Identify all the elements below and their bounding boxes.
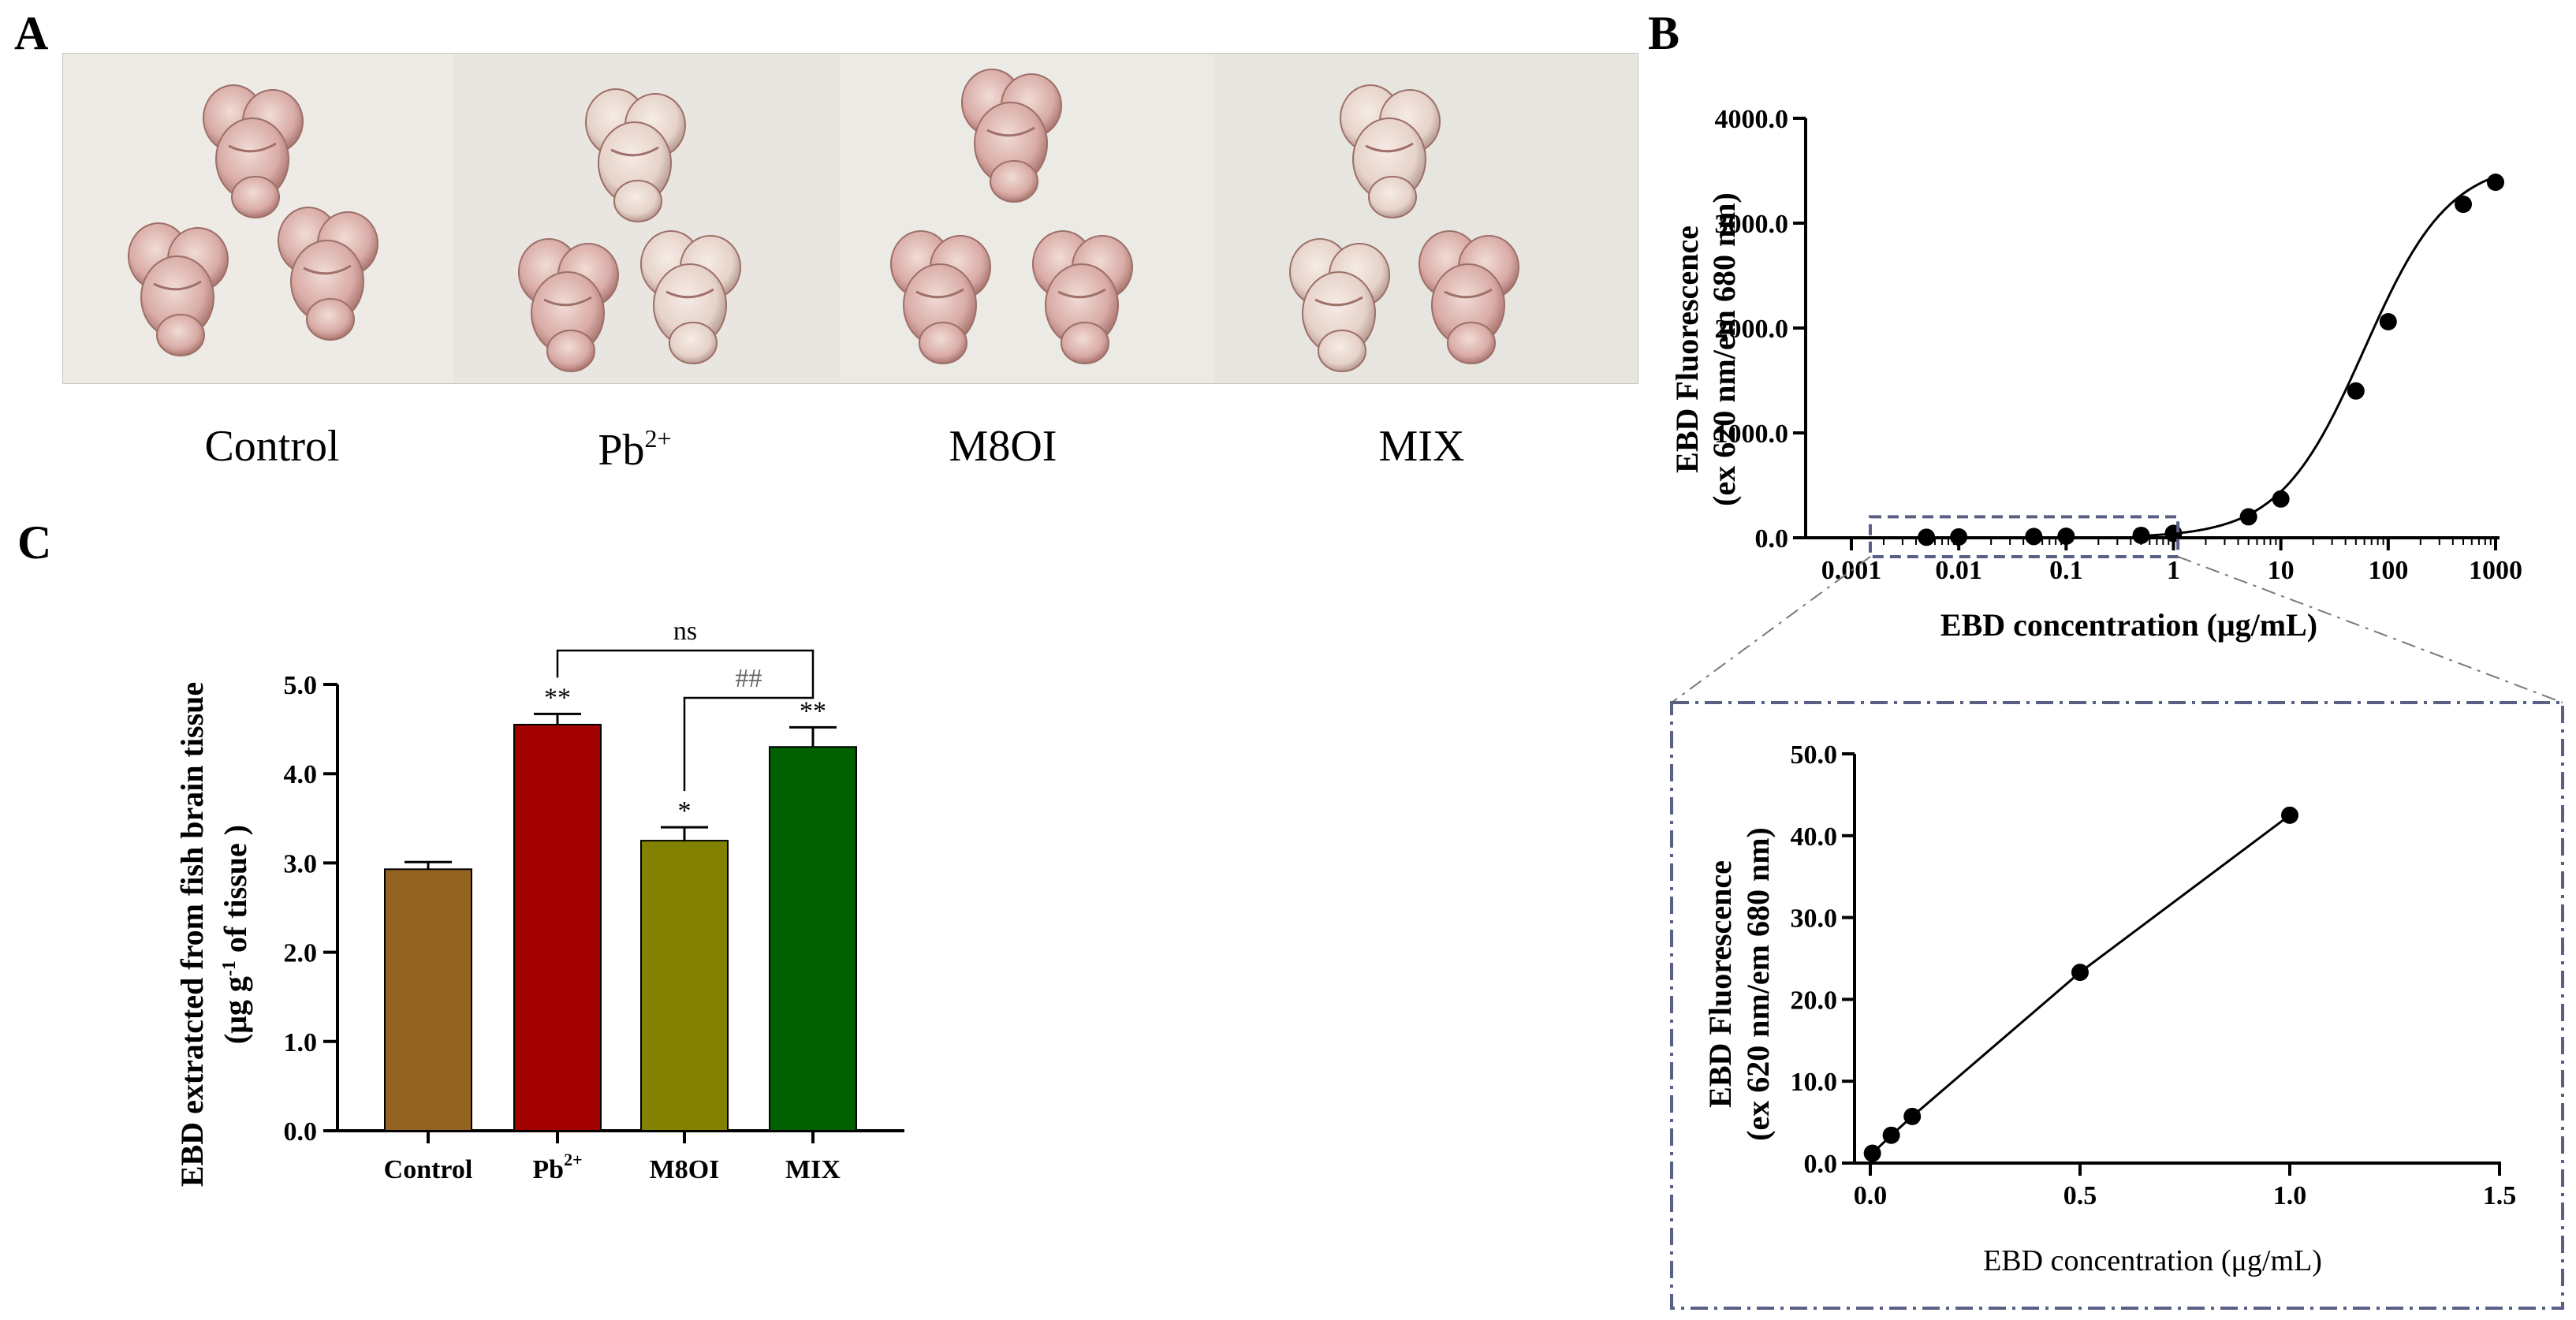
brain-tissue-samples [128,69,1519,372]
c-significance-mark: ** [800,696,826,725]
bmain-data-point [2057,528,2075,546]
bmain-ylabel-line1: EBD Fluorescence [1669,226,1705,473]
c-significance-mark: ** [544,683,571,712]
brain-sample [278,207,378,341]
binset-xtick-label: 1.5 [2483,1181,2517,1210]
c-bar [513,723,602,1132]
binset-xlabel: EBD concentration (μg/mL) [1983,1244,2322,1277]
bmain-ytick-label: 2000.0 [1715,315,1789,344]
panel-letter-c: C [17,516,51,569]
bmain-xlabel: EBD concentration (μg/mL) [1940,607,2317,643]
binset-xtick-label: 1.0 [2273,1181,2307,1210]
brain-photo [62,53,1638,384]
binset-ylabel-line2: (ex 620 nm/em 680 nm) [1740,827,1776,1141]
bmain-data-point [1950,528,1968,546]
c-comparison-label: ## [736,664,762,693]
c-category-label: M8OI [650,1155,720,1184]
brain-sample [585,88,686,222]
c-ytick-label: 4.0 [284,760,318,789]
bmain-data-point [2239,508,2257,526]
binset-data-point [1863,1144,1881,1162]
bmain-data-point [2347,382,2365,400]
c-ytick-label: 5.0 [284,671,318,700]
binset-data-point [1903,1107,1922,1125]
c-ylabel-line1: EBD extratcted from fish brain tissue [174,682,210,1187]
c-significance-mark: * [678,796,692,826]
brain-sample [1289,238,1390,372]
binset-data-point [2071,964,2089,982]
binset-ytick-label: 0.0 [1804,1150,1838,1179]
c-bar [640,840,729,1132]
brain-sample [1418,230,1519,364]
binset-ytick-label: 40.0 [1791,822,1838,852]
bmain-ytick-label: 1000.0 [1715,419,1789,449]
binset-ylabel-line1: EBD Fluorescence [1702,860,1738,1108]
photo-label-m8oi: M8OI [949,422,1057,471]
bmain-xtick-label: 0.01 [1935,556,1982,585]
c-ytick-label: 1.0 [284,1028,318,1057]
brain-sample [640,230,741,364]
binset-xtick-label: 0.5 [2063,1181,2097,1210]
c-comparison-bracket [683,691,815,792]
binset-ytick-label: 50.0 [1791,740,1838,770]
bmain-xtick-label: 10 [2268,556,2295,585]
c-bar [769,746,857,1132]
brain-sample [1032,230,1133,364]
binset-data-point [1882,1126,1900,1144]
panel-letter-a: A [14,7,48,59]
photo-label-pb: Pb2+ [598,424,671,475]
line-chart-b-inset: EBD Fluorescence (ex 620 nm/em 680 nm) E… [1670,701,2564,1310]
binset-ytick-label: 20.0 [1791,986,1838,1015]
c-ytick-label: 0.0 [284,1117,318,1147]
brain-sample [961,69,1062,203]
bmain-xtick-label: 1 [2167,556,2180,585]
c-category-label: MIX [785,1155,841,1184]
c-comparison-label: ns [673,617,697,646]
bmain-data-point [2025,528,2043,546]
line-chart-b-main: EBD Fluorescence (ex 620 nm/em 680 nm) E… [1669,105,2563,703]
brain-sample [518,238,619,372]
binset-data-point [2281,806,2298,824]
inset-border [1670,701,2564,1310]
bmain-data-point [2455,196,2473,214]
bmain-fit-curve [2141,175,2496,537]
c-category-label: Control [384,1155,473,1184]
photo-labels: Control Pb2+ M8OI MIX [204,422,1464,475]
bmain-data-point [2379,313,2397,331]
bmain-xtick-label: 100 [2368,556,2408,585]
photo-label-mix: MIX [1379,422,1465,471]
c-category-label: Pb2+ [532,1150,582,1184]
c-comparison-bracket [556,649,815,692]
bmain-data-point [2272,490,2290,508]
c-ylabel-line2: (μg g-1 of tissue ) [218,825,253,1044]
c-ytick-label: 3.0 [284,849,318,878]
bmain-ytick-label: 3000.0 [1715,210,1789,239]
brain-sample [1340,84,1441,218]
binset-ytick-label: 10.0 [1791,1068,1838,1097]
photo-label-control: Control [204,422,339,471]
bmain-xtick-label: 1000 [2469,556,2522,585]
bmain-data-point [2487,173,2504,192]
brain-sample [890,230,991,364]
binset-ytick-label: 30.0 [1791,904,1838,934]
bmain-ytick-label: 4000.0 [1715,105,1789,134]
zoom-connector-left [1671,556,1871,703]
bmain-data-point [2164,524,2183,543]
brain-sample [203,84,304,218]
binset-xtick-label: 0.0 [1854,1181,1888,1210]
c-ytick-label: 2.0 [284,939,318,968]
c-bar [384,868,472,1132]
binset-line [1871,814,2291,1154]
bmain-ytick-label: 0.0 [1755,524,1789,554]
bmain-data-point [1918,528,1936,546]
bmain-xtick-label: 0.1 [2049,556,2083,585]
panel-letter-b: B [1648,7,1679,59]
bar-chart-c: EBD extratcted from fish brain tissue (μ… [174,617,904,1187]
bmain-ylabel-line2: (ex 620 nm/em 680 nm) [1706,192,1742,506]
zoom-connector-right [2177,556,2563,703]
bmain-data-point [2132,526,2150,544]
brain-sample [128,222,229,356]
